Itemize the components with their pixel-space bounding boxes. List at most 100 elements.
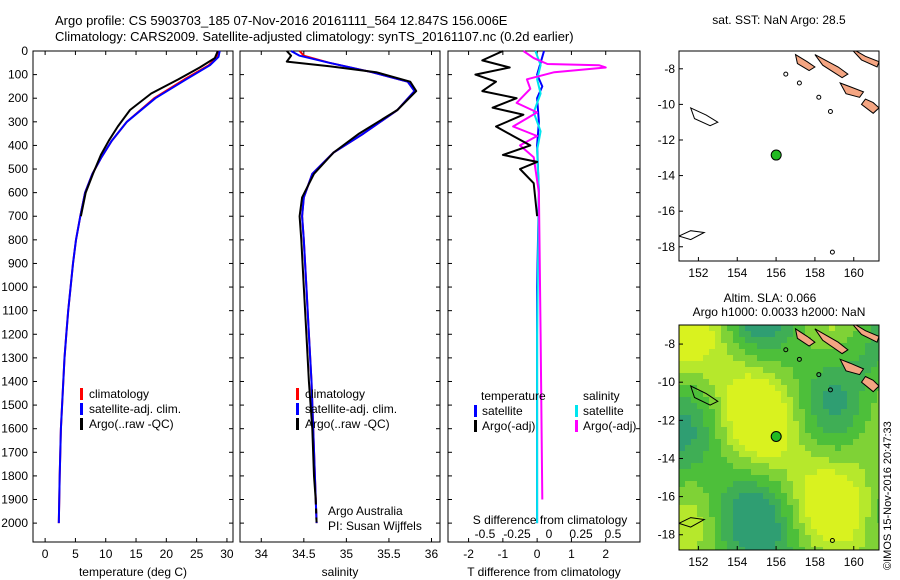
sla-heatmap-cell: [715, 535, 721, 541]
sla-heatmap-cell: [757, 397, 763, 403]
sla-heatmap-cell: [835, 403, 841, 409]
sla-heatmap-cell: [703, 343, 709, 349]
sla-heatmap-cell: [871, 367, 877, 373]
salinity-legend-swatch: [296, 403, 299, 415]
sla-heatmap-cell: [685, 517, 691, 523]
sla-heatmap-cell: [811, 463, 817, 469]
sla-heatmap-cell: [721, 541, 727, 547]
sla-heatmap-cell: [793, 403, 799, 409]
sla-heatmap-cell: [697, 331, 703, 337]
sla-heatmap-cell: [793, 415, 799, 421]
sla-heatmap-cell: [865, 325, 871, 331]
sla-heatmap-cell: [715, 397, 721, 403]
sla-heatmap-cell: [793, 379, 799, 385]
sla-heatmap-cell: [763, 391, 769, 397]
sla-heatmap-cell: [679, 481, 685, 487]
sla-heatmap-cell: [811, 403, 817, 409]
sla-heatmap-cell: [733, 331, 739, 337]
sla-heatmap-cell: [781, 481, 787, 487]
sla-heatmap-cell: [787, 373, 793, 379]
sla-heatmap-cell: [871, 427, 877, 433]
sla-heatmap-cell: [709, 349, 715, 355]
sla-heatmap-cell: [679, 517, 685, 523]
sla-heatmap-cell: [865, 451, 871, 457]
sla-heatmap-cell: [691, 343, 697, 349]
sla-heatmap-cell: [871, 403, 877, 409]
sla-heatmap-cell: [727, 439, 733, 445]
sla-heatmap-cell: [793, 475, 799, 481]
sla-heatmap-cell: [781, 355, 787, 361]
sla-heatmap-cell: [811, 367, 817, 373]
sla-heatmap-cell: [841, 505, 847, 511]
sla-heatmap-cell: [817, 517, 823, 523]
sla-heatmap-cell: [739, 391, 745, 397]
sla-heatmap-cell: [781, 415, 787, 421]
sla-heatmap-cell: [733, 487, 739, 493]
sla-heatmap-cell: [841, 433, 847, 439]
sla-heatmap-cell: [841, 511, 847, 517]
sla-heatmap-cell: [703, 349, 709, 355]
sla-heatmap-cell: [847, 445, 853, 451]
sla-heatmap-cell: [781, 373, 787, 379]
sla-heatmap-cell: [727, 337, 733, 343]
sla-heatmap-cell: [829, 481, 835, 487]
sla-heatmap-cell: [871, 451, 877, 457]
sla-heatmap-cell: [829, 361, 835, 367]
sla-heatmap-cell: [877, 409, 879, 415]
sla-ytick-label: -10: [658, 375, 676, 389]
sla-heatmap-cell: [787, 493, 793, 499]
sla-heatmap-cell: [721, 529, 727, 535]
sla-land: [839, 358, 865, 376]
sla-heatmap-cell: [721, 445, 727, 451]
sla-heatmap-cell: [739, 397, 745, 403]
sla-heatmap-cell: [877, 505, 879, 511]
sla-heatmap-cell: [793, 367, 799, 373]
temperature-legend-label: climatology: [89, 387, 149, 401]
sla-heatmap-cell: [727, 517, 733, 523]
sla-heatmap-cell: [823, 463, 829, 469]
sla-heatmap-cell: [751, 475, 757, 481]
sla-heatmap-cell: [727, 499, 733, 505]
sla-heatmap-cell: [817, 325, 823, 331]
sla-heatmap-cell: [823, 529, 829, 535]
sla-heatmap-cell: [835, 547, 841, 550]
sla-heatmap-cell: [685, 475, 691, 481]
sla-heatmap-cell: [721, 433, 727, 439]
sla-heatmap-cell: [817, 529, 823, 535]
sla-heatmap-cell: [763, 331, 769, 337]
profile-title: Argo profile: CS 5903703_185 07-Nov-2016…: [55, 13, 508, 28]
sla-heatmap-cell: [745, 337, 751, 343]
temperature-xtick-label: 25: [190, 547, 204, 561]
sla-heatmap-cell: [781, 523, 787, 529]
sla-heatmap-cell: [859, 439, 865, 445]
sla-heatmap-cell: [757, 517, 763, 523]
sla-heatmap-cell: [859, 541, 865, 547]
sla-heatmap-cell: [781, 379, 787, 385]
sst-xtick-label: 160: [844, 266, 864, 280]
sla-heatmap-cell: [727, 511, 733, 517]
sla-heatmap-cell: [739, 373, 745, 379]
sla-heatmap-cell: [769, 517, 775, 523]
sla-heatmap-cell: [691, 541, 697, 547]
sla-heatmap-cell: [829, 379, 835, 385]
sla-heatmap-cell: [727, 457, 733, 463]
sla-heatmap-cell: [709, 535, 715, 541]
sla-heatmap-cell: [751, 427, 757, 433]
sla-heatmap-cell: [841, 367, 847, 373]
sla-heatmap-cell: [853, 481, 859, 487]
sla-heatmap-cell: [865, 511, 871, 517]
sla-heatmap-cell: [817, 541, 823, 547]
difference-legend-label: satellite: [583, 404, 624, 418]
sla-heatmap-cell: [679, 445, 685, 451]
sla-heatmap-cell: [793, 481, 799, 487]
sla-heatmap-cell: [865, 355, 871, 361]
sla-heatmap-cell: [745, 487, 751, 493]
temperature-series-line: [57, 50, 220, 524]
sla-heatmap-cell: [841, 397, 847, 403]
sla-heatmap-cell: [715, 445, 721, 451]
sla-heatmap-cell: [727, 349, 733, 355]
temperature-xlabel: temperature (deg C): [79, 565, 187, 579]
sla-heatmap-cell: [859, 391, 865, 397]
sla-heatmap-cell: [859, 505, 865, 511]
sla-heatmap-cell: [811, 517, 817, 523]
